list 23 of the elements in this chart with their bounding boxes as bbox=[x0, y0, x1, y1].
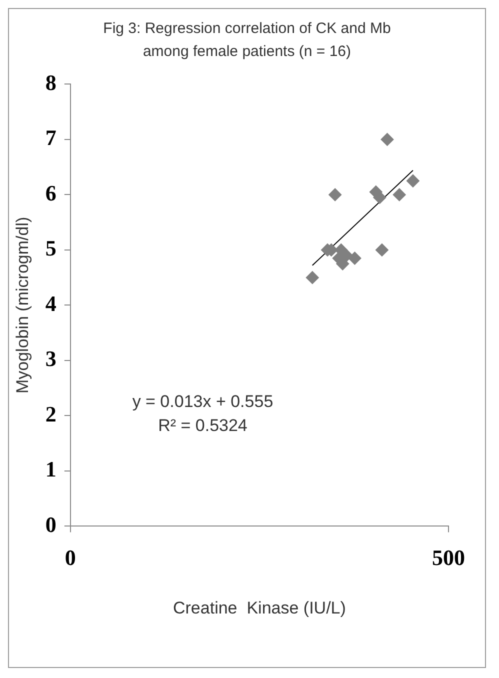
point bbox=[375, 243, 388, 256]
point bbox=[380, 132, 394, 146]
annotation: R² = 0.5324 bbox=[158, 416, 248, 436]
y-tick-label: 7 bbox=[45, 125, 56, 150]
x-axis-title: Creatine Kinase (IU/L) bbox=[172, 598, 346, 618]
annotation: y = 0.013x + 0.555 bbox=[132, 392, 274, 412]
y-tick-label: 4 bbox=[45, 290, 56, 316]
y-tick-label: 8 bbox=[45, 70, 56, 95]
y-axis-title: Myoglobin (microgm/dl) bbox=[12, 216, 32, 394]
y-tick-label: 0 bbox=[45, 512, 56, 537]
point bbox=[306, 271, 319, 284]
x-tick-label: 500 bbox=[432, 545, 465, 570]
point bbox=[373, 190, 386, 204]
point bbox=[328, 188, 342, 202]
y-tick-label: 5 bbox=[45, 236, 56, 261]
y-tick-label: 3 bbox=[45, 346, 56, 372]
point bbox=[348, 252, 362, 265]
y-tick-label: 2 bbox=[45, 401, 56, 426]
point bbox=[406, 174, 420, 188]
chart-title: Fig 3: Regression correlation of CK and Mb among female patients (n = 16) bbox=[102, 19, 392, 62]
point bbox=[392, 188, 406, 202]
y-tick-label: 6 bbox=[45, 180, 56, 206]
y-tick-label: 1 bbox=[45, 456, 56, 482]
